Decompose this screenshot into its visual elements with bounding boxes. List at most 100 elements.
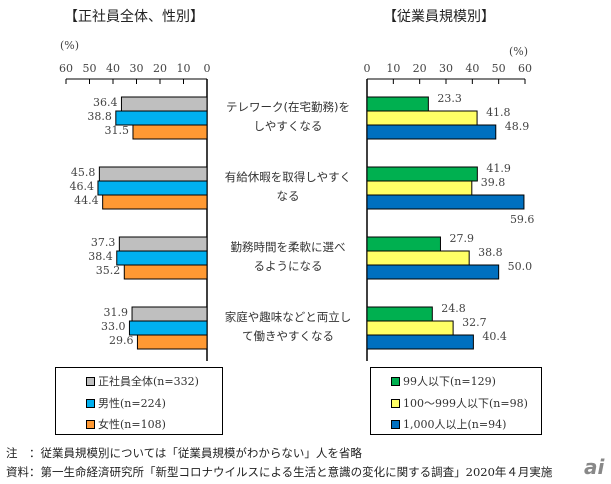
data-label: 23.3 bbox=[437, 92, 462, 105]
data-label: 38.8 bbox=[87, 110, 112, 123]
left-legend: 正社員全体(n=332) 男性(n=224) 女性(n=108) bbox=[55, 367, 223, 435]
legend-item-1000-plus: 1,000人以上(n=94) bbox=[391, 416, 506, 432]
legend-label: 男性(n=224) bbox=[98, 397, 166, 410]
data-label: 38.8 bbox=[478, 246, 503, 259]
category-label-line1: 勤務時間を柔軟に選べ bbox=[230, 240, 346, 254]
data-label: 35.2 bbox=[95, 264, 121, 277]
data-label: 39.8 bbox=[480, 176, 506, 189]
bar-0-2-2 bbox=[123, 264, 208, 280]
x-tick-label: 30 bbox=[129, 62, 144, 75]
left-chart-title: 【正社員全体、性別】 bbox=[64, 9, 204, 25]
data-label: 24.8 bbox=[441, 302, 466, 315]
bar-1-1-0 bbox=[366, 110, 478, 126]
data-label: 59.6 bbox=[509, 213, 535, 226]
x-tick-label: 40 bbox=[465, 62, 480, 75]
category-label-line1: 家庭や趣味などと両立し bbox=[224, 310, 352, 324]
category-label-telework: テレワーク(在宅勤務)を しやすくなる bbox=[218, 98, 358, 136]
x-tick-label: 20 bbox=[153, 62, 167, 75]
bar-1-2-2 bbox=[366, 264, 500, 280]
x-tick-label: 10 bbox=[176, 62, 191, 75]
legend-item-under-99: 99人以下(n=129) bbox=[391, 373, 496, 389]
x-tick-label: 30 bbox=[439, 62, 453, 75]
legend-item-all-employees: 正社員全体(n=332) bbox=[86, 373, 199, 389]
bar-1-0-3 bbox=[366, 306, 433, 322]
data-label: 36.4 bbox=[92, 96, 118, 109]
data-label: 29.6 bbox=[108, 334, 134, 347]
data-label: 32.7 bbox=[462, 316, 487, 329]
x-tick-label: 0 bbox=[203, 62, 211, 75]
category-label-line2: るようになる bbox=[253, 259, 323, 273]
x-tick-label: 60 bbox=[59, 62, 73, 75]
bar-0-0-1 bbox=[98, 166, 208, 182]
bar-1-1-1 bbox=[366, 180, 473, 196]
data-label: 44.4 bbox=[74, 194, 99, 207]
bar-0-2-0 bbox=[132, 124, 208, 140]
bar-0-0-0 bbox=[120, 96, 208, 112]
x-tick-label: 0 bbox=[363, 62, 371, 75]
legend-label: 100～999人以下(n=98) bbox=[403, 397, 528, 410]
bar-0-1-3 bbox=[128, 320, 208, 336]
data-label: 27.9 bbox=[449, 232, 474, 245]
category-label-line2: て働きやすくなる bbox=[242, 329, 334, 343]
x-tick-label: 50 bbox=[82, 62, 97, 75]
category-label-line2: なる bbox=[276, 189, 300, 203]
bar-1-2-1 bbox=[366, 194, 525, 210]
bar-1-2-0 bbox=[366, 124, 497, 140]
bar-1-1-2 bbox=[366, 250, 470, 266]
category-label-paid-leave: 有給休暇を取得しやすく なる bbox=[218, 168, 358, 206]
legend-label: 女性(n=108) bbox=[98, 418, 166, 431]
data-label: 31.5 bbox=[104, 124, 129, 137]
watermark-logo: ai bbox=[584, 455, 605, 479]
legend-label: 正社員全体(n=332) bbox=[98, 375, 199, 388]
bar-1-0-2 bbox=[366, 236, 441, 252]
bar-0-1-2 bbox=[116, 250, 208, 266]
data-label: 46.4 bbox=[69, 180, 94, 193]
data-label: 37.3 bbox=[90, 236, 116, 249]
x-tick-label: 40 bbox=[106, 62, 120, 75]
legend-item-male: 男性(n=224) bbox=[86, 395, 166, 411]
x-tick-label: 10 bbox=[386, 62, 401, 75]
right-legend: 99人以下(n=129) 100～999人以下(n=98) 1,000人以上(n… bbox=[370, 367, 542, 435]
legend-swatch bbox=[86, 376, 95, 386]
data-label: 31.9 bbox=[103, 306, 129, 319]
legend-swatch bbox=[86, 398, 95, 408]
bar-0-2-3 bbox=[136, 334, 208, 350]
legend-item-female: 女性(n=108) bbox=[86, 416, 166, 432]
bar-0-0-2 bbox=[118, 236, 208, 252]
footnote: 注 ：従業員規模別については「従業員規模がわからない」人を省略 bbox=[6, 446, 362, 460]
legend-swatch bbox=[391, 376, 400, 386]
bar-0-2-1 bbox=[102, 194, 208, 210]
category-label-line1: テレワーク(在宅勤務)を bbox=[226, 100, 350, 114]
data-label: 38.4 bbox=[88, 250, 113, 263]
bar-0-0-3 bbox=[131, 306, 208, 322]
legend-swatch bbox=[391, 398, 400, 408]
data-label: 40.4 bbox=[482, 330, 507, 343]
data-label: 45.8 bbox=[70, 166, 96, 179]
category-label-flexible-hours: 勤務時間を柔軟に選べ るようになる bbox=[218, 238, 358, 276]
left-unit-label: (%) bbox=[60, 39, 80, 52]
right-chart-title: 【従業員規模別】 bbox=[383, 9, 495, 25]
legend-swatch bbox=[391, 419, 400, 429]
source-note: 資料：第一生命経済研究所「新型コロナウイルスによる生活と意識の変化に関する調査」… bbox=[6, 465, 553, 479]
data-label: 41.8 bbox=[486, 106, 511, 119]
category-label-work-life-balance: 家庭や趣味などと両立し て働きやすくなる bbox=[218, 308, 358, 346]
bar-0-1-0 bbox=[115, 110, 208, 126]
legend-label: 1,000人以上(n=94) bbox=[403, 418, 507, 431]
data-label: 48.9 bbox=[504, 120, 530, 133]
x-tick-label: 50 bbox=[491, 62, 506, 75]
data-label: 33.0 bbox=[100, 320, 126, 333]
bar-1-2-3 bbox=[366, 334, 474, 350]
bar-0-1-1 bbox=[97, 180, 208, 196]
category-label-line1: 有給休暇を取得しやすく bbox=[224, 170, 352, 184]
x-tick-label: 60 bbox=[518, 62, 532, 75]
legend-swatch bbox=[86, 419, 95, 429]
bar-1-0-0 bbox=[366, 96, 429, 112]
right-unit-label: (%) bbox=[509, 45, 529, 58]
bar-1-1-3 bbox=[366, 320, 454, 336]
data-label: 41.9 bbox=[486, 162, 511, 175]
legend-item-100-999: 100～999人以下(n=98) bbox=[391, 395, 528, 411]
x-tick-label: 20 bbox=[412, 62, 427, 75]
bar-1-0-1 bbox=[366, 166, 478, 182]
category-label-line2: しやすくなる bbox=[253, 119, 323, 133]
